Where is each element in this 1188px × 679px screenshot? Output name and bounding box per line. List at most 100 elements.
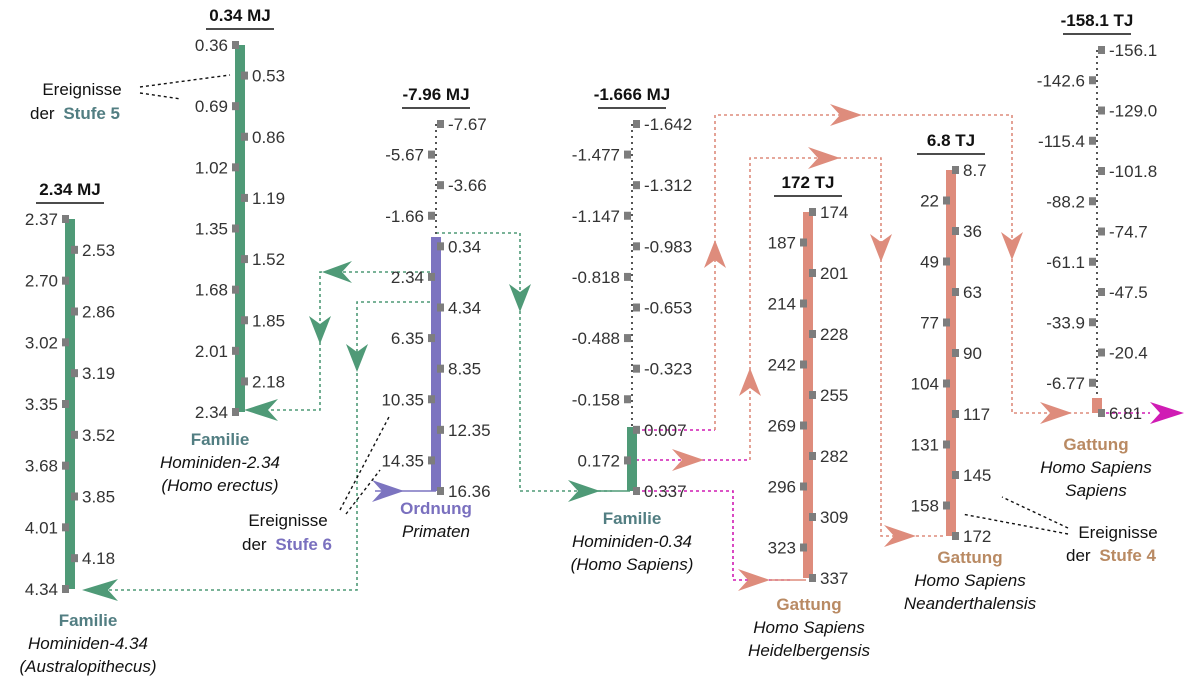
value-label-right: 282 (820, 447, 848, 466)
column-primaten: -7.96 MJ -7.67 -5.67 -3.66 -1.66 0.34 2.34 4.34… (381, 85, 490, 541)
tick-left (428, 395, 435, 404)
tick-left (62, 276, 69, 285)
stufe5-pointer-a (139, 74, 231, 88)
tick-right (952, 288, 959, 296)
value-label-right: 6.81 (1109, 404, 1142, 423)
value-label-right: 174 (820, 203, 848, 222)
tick-left (428, 150, 435, 159)
tick-right (1098, 167, 1105, 175)
value-label-right: -1.642 (644, 115, 692, 134)
tick-left (1089, 318, 1096, 327)
tick-left (232, 408, 239, 416)
value-label-left: 6.35 (391, 329, 424, 348)
tick-left (624, 395, 631, 404)
stufe5-prefix-line: der Stufe 5 (30, 104, 120, 123)
tick-right (1098, 227, 1105, 236)
value-label-right: -47.5 (1109, 283, 1148, 302)
stufe6-prefix: der (242, 535, 267, 554)
column-solid-bar (1092, 398, 1102, 413)
value-label-right: 255 (820, 386, 848, 405)
column-header: -158.1 TJ (1061, 11, 1134, 30)
value-label-right: 0.53 (252, 67, 285, 86)
tick-right (809, 513, 816, 521)
tick-left (62, 461, 69, 470)
value-label-left: -0.158 (572, 390, 620, 409)
tick-left (624, 334, 631, 343)
tick-right (437, 242, 444, 251)
value-label-right: 337 (820, 569, 848, 588)
column-solid-bar (235, 45, 245, 412)
tick-right (241, 377, 248, 386)
value-label-left: 2.37 (25, 210, 58, 229)
connector-4.34-to-australopithecus (90, 301, 436, 591)
arrow-head-down-881 (870, 234, 892, 262)
tick-left (800, 421, 807, 430)
column-sapiens: -158.1 TJ -156.1 -142.6 -129.0 -115.4 -101.8 -… (1037, 11, 1157, 500)
arrow-head-hom034 (568, 480, 600, 502)
value-label-right: 8.35 (448, 360, 481, 379)
column-solid-bar (627, 427, 637, 491)
tick-right (1098, 46, 1105, 54)
timeline-columns: 2.34 MJ 2.37 2.53 2.70 2.86 3.02 3.19 3.35 3.52 3… (19, 6, 1157, 676)
arrow-head-down-320 (309, 316, 331, 344)
value-label-right: 16.36 (448, 482, 491, 501)
tick-left (232, 163, 239, 172)
stufe4-prefix: der (1066, 546, 1091, 565)
tick-left (232, 346, 239, 355)
value-label-left: -5.67 (385, 146, 424, 165)
value-label-right: -74.7 (1109, 223, 1148, 242)
column-caption-rank: Familie (603, 509, 662, 528)
tick-left (62, 523, 69, 532)
stufe5-word: Ereignisse (42, 80, 121, 99)
value-label-right: 3.19 (82, 364, 115, 383)
value-label-right: 0.86 (252, 128, 285, 147)
value-label-right: 90 (963, 344, 982, 363)
column-caption-rank: Familie (191, 430, 250, 449)
stufe5-prefix: der (30, 104, 55, 123)
tick-right (437, 303, 444, 312)
tick-right (437, 364, 444, 373)
value-label-left: 0.36 (195, 36, 228, 55)
annotation-stufe5: Ereignisse der Stufe 5 (30, 74, 231, 123)
tick-left (1089, 378, 1096, 387)
value-label-left: -115.4 (1038, 132, 1085, 151)
value-label-right: 145 (963, 466, 991, 485)
connectors (82, 104, 1184, 601)
tick-right (952, 227, 959, 235)
column-header: -7.96 MJ (402, 85, 469, 104)
tick-left (232, 102, 239, 111)
tick-left (232, 285, 239, 294)
tick-right (633, 242, 640, 251)
column-caption-name: Hominiden-4.34 (28, 634, 148, 653)
arrow-head-down-1012 (1001, 232, 1023, 260)
tick-left (800, 543, 807, 552)
tick-right (952, 471, 959, 479)
column-caption-rank: Ordnung (400, 499, 472, 518)
value-label-right: 36 (963, 222, 982, 241)
tick-right (633, 181, 640, 190)
tick-right (241, 193, 248, 202)
tick-right (437, 487, 444, 495)
column-header: 0.34 MJ (209, 6, 270, 25)
arrow-head-primaten (372, 480, 404, 502)
tick-right (809, 391, 816, 399)
value-label-right: 117 (963, 405, 990, 424)
tick-right (71, 430, 78, 439)
stufe5-level: Stufe 5 (63, 104, 120, 123)
arrow-head-neander (884, 525, 916, 547)
tick-left (943, 379, 950, 388)
value-label-left: -0.488 (572, 329, 620, 348)
column-solid-bar (803, 212, 813, 578)
value-label-right: -101.8 (1109, 162, 1157, 181)
tick-left (943, 257, 950, 266)
tick-right (1098, 106, 1105, 115)
stufe4-level: Stufe 4 (1099, 546, 1156, 565)
tick-left (62, 338, 69, 347)
value-label-right: 2.86 (82, 303, 115, 322)
value-label-left: 3.02 (25, 333, 58, 352)
tick-right (1098, 409, 1105, 417)
tick-right (633, 364, 640, 373)
tick-left (624, 456, 631, 465)
value-label-right: 0.337 (644, 482, 687, 501)
